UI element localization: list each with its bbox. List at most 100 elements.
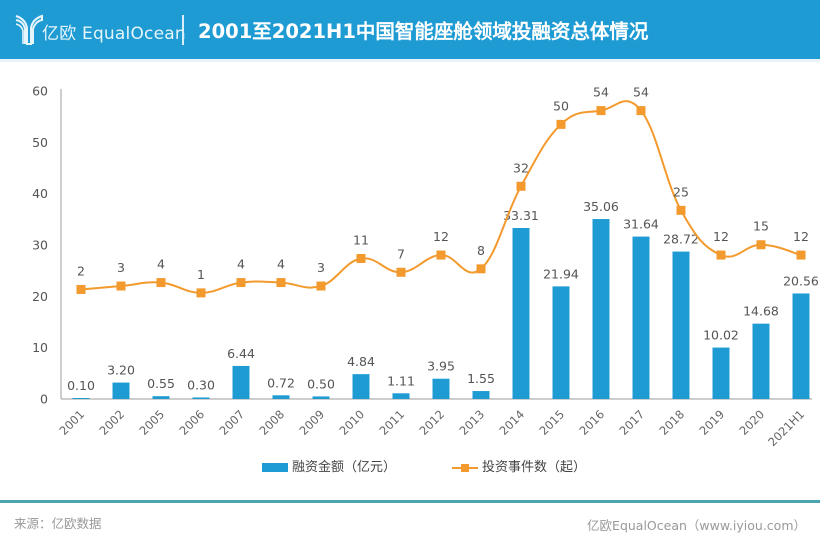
y-tick-label: 50 <box>32 135 48 150</box>
x-tick-label: 2010 <box>337 407 368 438</box>
bar-data-label: 3.95 <box>427 359 455 374</box>
y-tick-label: 40 <box>32 186 48 201</box>
line-marker <box>676 205 686 215</box>
bar <box>232 365 250 399</box>
logo-text: 亿欧 EqualOcean <box>42 24 186 44</box>
bar-data-label: 35.06 <box>583 199 619 214</box>
x-tick-label: 2009 <box>297 407 328 438</box>
line-data-label: 50 <box>553 98 569 113</box>
line-marker <box>156 278 166 288</box>
line-marker <box>436 250 446 260</box>
line-marker <box>756 240 766 250</box>
line-data-label: 7 <box>397 246 405 261</box>
line-data-label: 25 <box>673 184 689 199</box>
line-marker <box>596 106 606 116</box>
line-data-label: 54 <box>593 85 609 100</box>
bar <box>472 391 490 399</box>
bar <box>712 347 730 399</box>
y-tick-label: 0 <box>40 392 48 407</box>
legend-item-bar: 融资金额（亿元） <box>262 456 396 475</box>
x-tick-label: 2019 <box>697 407 728 438</box>
x-tick-label: 2001 <box>57 407 88 438</box>
line-data-label: 3 <box>117 260 125 275</box>
legend-bar-swatch-icon <box>262 463 288 472</box>
x-axis: 2001 2002 2005 2006 2007 2008 2009 2010 2011 2012… <box>57 407 808 449</box>
bar <box>352 374 370 399</box>
bar-data-label: 14.68 <box>743 304 779 319</box>
x-tick-label: 2017 <box>617 407 648 438</box>
x-tick-label: 2020 <box>737 407 768 438</box>
line-marker <box>716 250 726 260</box>
x-tick-label: 2018 <box>657 407 688 438</box>
bar <box>552 286 570 399</box>
legend-bar-label: 融资金额（亿元） <box>292 460 397 475</box>
line-series: 2 3 4 1 4 4 3 11 7 12 8 32 50 54 54 25 12 15 12 <box>76 85 809 298</box>
bar <box>792 293 810 399</box>
bar-data-label: 0.55 <box>147 376 175 391</box>
legend-item-line: 投资事件数（起） <box>452 456 586 475</box>
header-divider <box>182 15 184 45</box>
y-tick-label: 20 <box>32 289 48 304</box>
bar <box>312 396 330 399</box>
line-data-label: 4 <box>237 257 245 272</box>
line-data-label: 32 <box>513 160 529 175</box>
source-note: 来源：亿欧数据 <box>14 516 102 531</box>
line-data-label: 12 <box>433 229 449 244</box>
line-data-label: 8 <box>477 243 485 258</box>
bar <box>152 396 170 399</box>
footer-credit: 亿欧EqualOcean（www.iyiou.com） <box>587 518 806 533</box>
equalocean-logo-icon <box>15 14 43 45</box>
y-tick-label: 60 <box>32 84 48 99</box>
x-tick-label: 2005 <box>137 407 168 438</box>
line-marker <box>236 278 246 288</box>
line-data-label: 2 <box>77 263 85 278</box>
x-tick-label: 2002 <box>97 407 128 438</box>
bar <box>272 395 290 399</box>
bar-data-label: 31.64 <box>623 217 659 232</box>
bar-data-label: 0.72 <box>267 375 295 390</box>
bar <box>672 251 690 399</box>
line-marker <box>76 284 86 294</box>
x-tick-label: 2016 <box>577 407 608 438</box>
y-tick-label: 30 <box>32 238 48 253</box>
bar <box>192 397 210 399</box>
x-tick-label: 2013 <box>457 407 488 438</box>
line-marker <box>556 119 566 129</box>
line-data-label: 3 <box>317 260 325 275</box>
bar-data-label: 6.44 <box>227 346 255 361</box>
bar <box>592 219 610 399</box>
bar-data-label: 1.11 <box>387 373 415 388</box>
x-tick-label: 2012 <box>417 407 448 438</box>
bar-series: 0.10 3.20 0.55 0.30 6.44 0.72 0.50 4.84 1.11 3.95… <box>67 199 819 399</box>
line-data-label: 1 <box>197 267 205 282</box>
line-marker <box>316 281 326 291</box>
bar-data-label: 1.55 <box>467 371 495 386</box>
line-data-label: 54 <box>633 85 649 100</box>
x-tick-label: 2006 <box>177 407 208 438</box>
line-marker <box>116 281 126 291</box>
line-marker <box>196 288 206 298</box>
bar <box>112 382 130 399</box>
line-data-label: 4 <box>157 257 165 272</box>
bar-data-label: 0.30 <box>187 377 215 392</box>
bar-data-label: 10.02 <box>703 328 739 343</box>
line-data-label: 12 <box>793 229 809 244</box>
legend-line-swatch-icon <box>452 463 478 473</box>
line-marker <box>796 250 806 260</box>
x-tick-label: 2015 <box>537 407 568 438</box>
line-data-label: 15 <box>753 219 769 234</box>
x-tick-label: 2011 <box>377 407 408 438</box>
bar-data-label: 28.72 <box>663 232 699 247</box>
footer-divider <box>0 500 820 503</box>
bar <box>432 378 450 399</box>
line-path <box>80 100 802 294</box>
bar <box>72 398 90 399</box>
bar-data-label: 4.84 <box>347 354 375 369</box>
line-marker <box>396 267 406 277</box>
bar-data-label: 0.50 <box>307 376 335 391</box>
line-marker <box>476 264 486 274</box>
header-bar: 亿欧 EqualOcean 2001至2021H1中国智能座舱领域投融资总体情况 <box>0 0 820 59</box>
bar-data-label: 33.31 <box>503 208 539 223</box>
header-separator <box>0 59 820 62</box>
